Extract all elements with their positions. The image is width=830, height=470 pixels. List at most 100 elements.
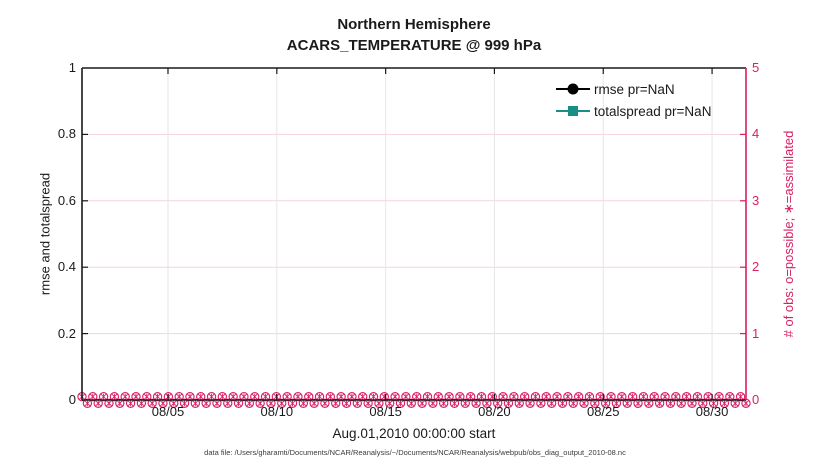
obs-possible-marker xyxy=(169,398,179,408)
right-y-tick-label: 1 xyxy=(752,325,760,341)
obs-possible-marker xyxy=(374,398,384,408)
obs-possible-marker xyxy=(444,392,454,402)
obs-possible-marker xyxy=(304,392,314,402)
obs-possible-marker xyxy=(385,398,395,408)
obs-possible-marker xyxy=(509,392,519,402)
x-tick-label: 08/10 xyxy=(260,404,294,419)
obs-possible-marker xyxy=(627,392,638,402)
obs-possible-marker xyxy=(142,392,152,402)
obs-possible-marker xyxy=(536,398,546,408)
obs-possible-marker xyxy=(190,398,201,408)
legend-item-rmse: rmse pr=NaN xyxy=(556,78,711,100)
obs-possible-marker xyxy=(104,398,114,408)
obs-possible-marker xyxy=(309,398,319,408)
obs-possible-marker xyxy=(88,392,98,402)
obs-possible-marker xyxy=(298,398,309,408)
obs-possible-marker xyxy=(449,398,460,408)
obs-possible-marker xyxy=(611,398,622,408)
x-tick-label: 08/20 xyxy=(478,404,511,419)
data-file-note: data file: /Users/gharamti/Documents/NCA… xyxy=(204,448,626,457)
obs-possible-marker xyxy=(395,398,406,408)
left-y-tick-label: 1 xyxy=(68,60,76,75)
obs-possible-marker xyxy=(368,392,379,402)
legend-label-totalspread: totalspread pr=NaN xyxy=(594,103,712,119)
obs-possible-marker xyxy=(692,392,703,402)
obs-possible-marker xyxy=(546,398,557,408)
obs-possible-marker xyxy=(568,398,578,408)
obs-possible-marker xyxy=(260,392,271,402)
obs-possible-marker xyxy=(277,398,287,408)
obs-possible-marker xyxy=(347,392,357,402)
obs-possible-marker xyxy=(282,392,292,402)
obs-possible-marker xyxy=(600,398,611,408)
obs-possible-marker xyxy=(331,398,341,408)
obs-possible-marker xyxy=(244,398,255,408)
obs-possible-marker xyxy=(185,392,195,402)
obs-possible-marker xyxy=(676,398,686,408)
obs-possible-marker xyxy=(287,398,298,408)
obs-possible-marker xyxy=(217,392,228,402)
obs-possible-marker xyxy=(595,392,605,402)
obs-possible-marker xyxy=(557,398,568,408)
obs-possible-marker xyxy=(482,398,492,408)
obs-possible-marker xyxy=(152,392,163,402)
obs-possible-marker xyxy=(422,392,433,402)
obs-possible-marker xyxy=(719,398,730,408)
obs-possible-marker xyxy=(649,392,659,402)
x-tick-label: 08/25 xyxy=(586,404,620,419)
obs-possible-marker xyxy=(579,398,589,408)
obs-possible-marker xyxy=(735,392,746,402)
obs-possible-marker xyxy=(98,392,109,402)
right-y-tick-label: 5 xyxy=(752,60,760,75)
plot-area xyxy=(77,67,751,408)
obs-possible-marker xyxy=(622,398,632,408)
obs-possible-marker xyxy=(698,398,708,408)
obs-possible-marker xyxy=(541,392,551,402)
left-y-tick-label: 0.2 xyxy=(57,325,76,341)
obs-possible-marker xyxy=(606,392,616,402)
obs-possible-marker xyxy=(519,392,530,402)
obs-possible-marker xyxy=(638,392,649,402)
obs-possible-marker xyxy=(250,392,260,402)
obs-possible-marker xyxy=(379,392,389,402)
obs-possible-marker xyxy=(687,398,697,408)
obs-possible-marker xyxy=(293,392,303,402)
obs-possible-marker xyxy=(563,392,573,402)
right-y-tick-label: 4 xyxy=(752,126,760,142)
obs-possible-marker xyxy=(163,392,174,402)
obs-possible-marker xyxy=(590,398,600,408)
obs-possible-marker xyxy=(492,398,503,408)
obs-possible-marker xyxy=(266,398,276,408)
left-y-tick-label: 0.8 xyxy=(57,126,76,142)
obs-possible-marker xyxy=(654,398,665,408)
obs-possible-marker xyxy=(460,398,470,408)
obs-possible-marker xyxy=(82,398,93,408)
obs-possible-marker xyxy=(671,392,681,402)
obs-possible-marker xyxy=(341,398,352,408)
obs-possible-marker xyxy=(314,392,325,402)
obs-possible-marker xyxy=(552,392,562,402)
obs-possible-marker xyxy=(206,392,217,402)
obs-possible-marker xyxy=(455,392,465,402)
left-y-tick-label: 0.6 xyxy=(57,192,76,208)
totalspread-square-marker-icon xyxy=(568,106,578,116)
right-y-tick-label: 2 xyxy=(752,259,760,275)
obs-possible-marker xyxy=(514,398,524,408)
obs-possible-marker xyxy=(401,392,411,402)
obs-possible-marker xyxy=(390,392,400,402)
x-tick-label: 08/30 xyxy=(695,404,729,419)
obs-possible-marker xyxy=(503,398,514,408)
legend-label-rmse: rmse pr=NaN xyxy=(594,81,675,97)
obs-possible-marker xyxy=(584,392,595,402)
obs-possible-marker xyxy=(730,398,740,408)
obs-possible-marker xyxy=(109,392,120,402)
obs-possible-marker xyxy=(644,398,654,408)
obs-possible-marker xyxy=(233,398,244,408)
obs-possible-marker xyxy=(239,392,249,402)
obs-possible-marker xyxy=(433,392,443,402)
obs-possible-marker xyxy=(525,398,535,408)
obs-possible-marker xyxy=(708,398,719,408)
obs-possible-marker xyxy=(255,398,265,408)
obs-possible-marker xyxy=(428,398,438,408)
